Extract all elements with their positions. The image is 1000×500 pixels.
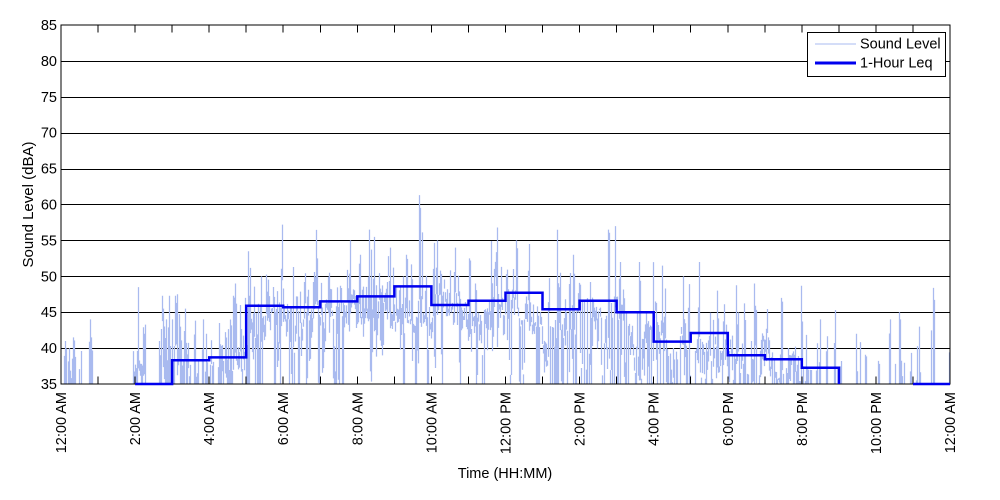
svg-text:1-Hour Leq: 1-Hour Leq xyxy=(860,56,933,72)
svg-text:12:00 AM: 12:00 AM xyxy=(943,392,959,453)
svg-text:70: 70 xyxy=(41,126,57,142)
svg-text:10:00 AM: 10:00 AM xyxy=(424,392,440,453)
svg-text:55: 55 xyxy=(41,233,57,249)
svg-text:75: 75 xyxy=(41,90,57,106)
svg-text:10:00 PM: 10:00 PM xyxy=(869,392,885,454)
svg-text:8:00 AM: 8:00 AM xyxy=(350,392,366,445)
svg-text:60: 60 xyxy=(41,198,57,214)
svg-text:80: 80 xyxy=(41,54,57,70)
svg-text:45: 45 xyxy=(41,305,57,321)
svg-text:Sound Level (dBA): Sound Level (dBA) xyxy=(20,142,37,268)
svg-text:Sound Level: Sound Level xyxy=(860,37,941,53)
svg-text:8:00 PM: 8:00 PM xyxy=(795,392,811,446)
svg-text:65: 65 xyxy=(41,162,57,178)
svg-text:40: 40 xyxy=(41,341,57,357)
svg-text:4:00 AM: 4:00 AM xyxy=(202,392,218,445)
svg-text:50: 50 xyxy=(41,269,57,285)
svg-text:2:00 PM: 2:00 PM xyxy=(573,392,589,446)
svg-text:6:00 PM: 6:00 PM xyxy=(721,392,737,446)
svg-text:12:00 AM: 12:00 AM xyxy=(54,392,70,453)
svg-text:4:00 PM: 4:00 PM xyxy=(647,392,663,446)
svg-text:12:00 PM: 12:00 PM xyxy=(499,392,515,454)
svg-text:Time (HH:MM): Time (HH:MM) xyxy=(458,466,553,482)
svg-text:6:00 AM: 6:00 AM xyxy=(276,392,292,445)
svg-text:85: 85 xyxy=(41,18,57,34)
svg-text:35: 35 xyxy=(41,377,57,393)
svg-text:2:00 AM: 2:00 AM xyxy=(128,392,144,445)
